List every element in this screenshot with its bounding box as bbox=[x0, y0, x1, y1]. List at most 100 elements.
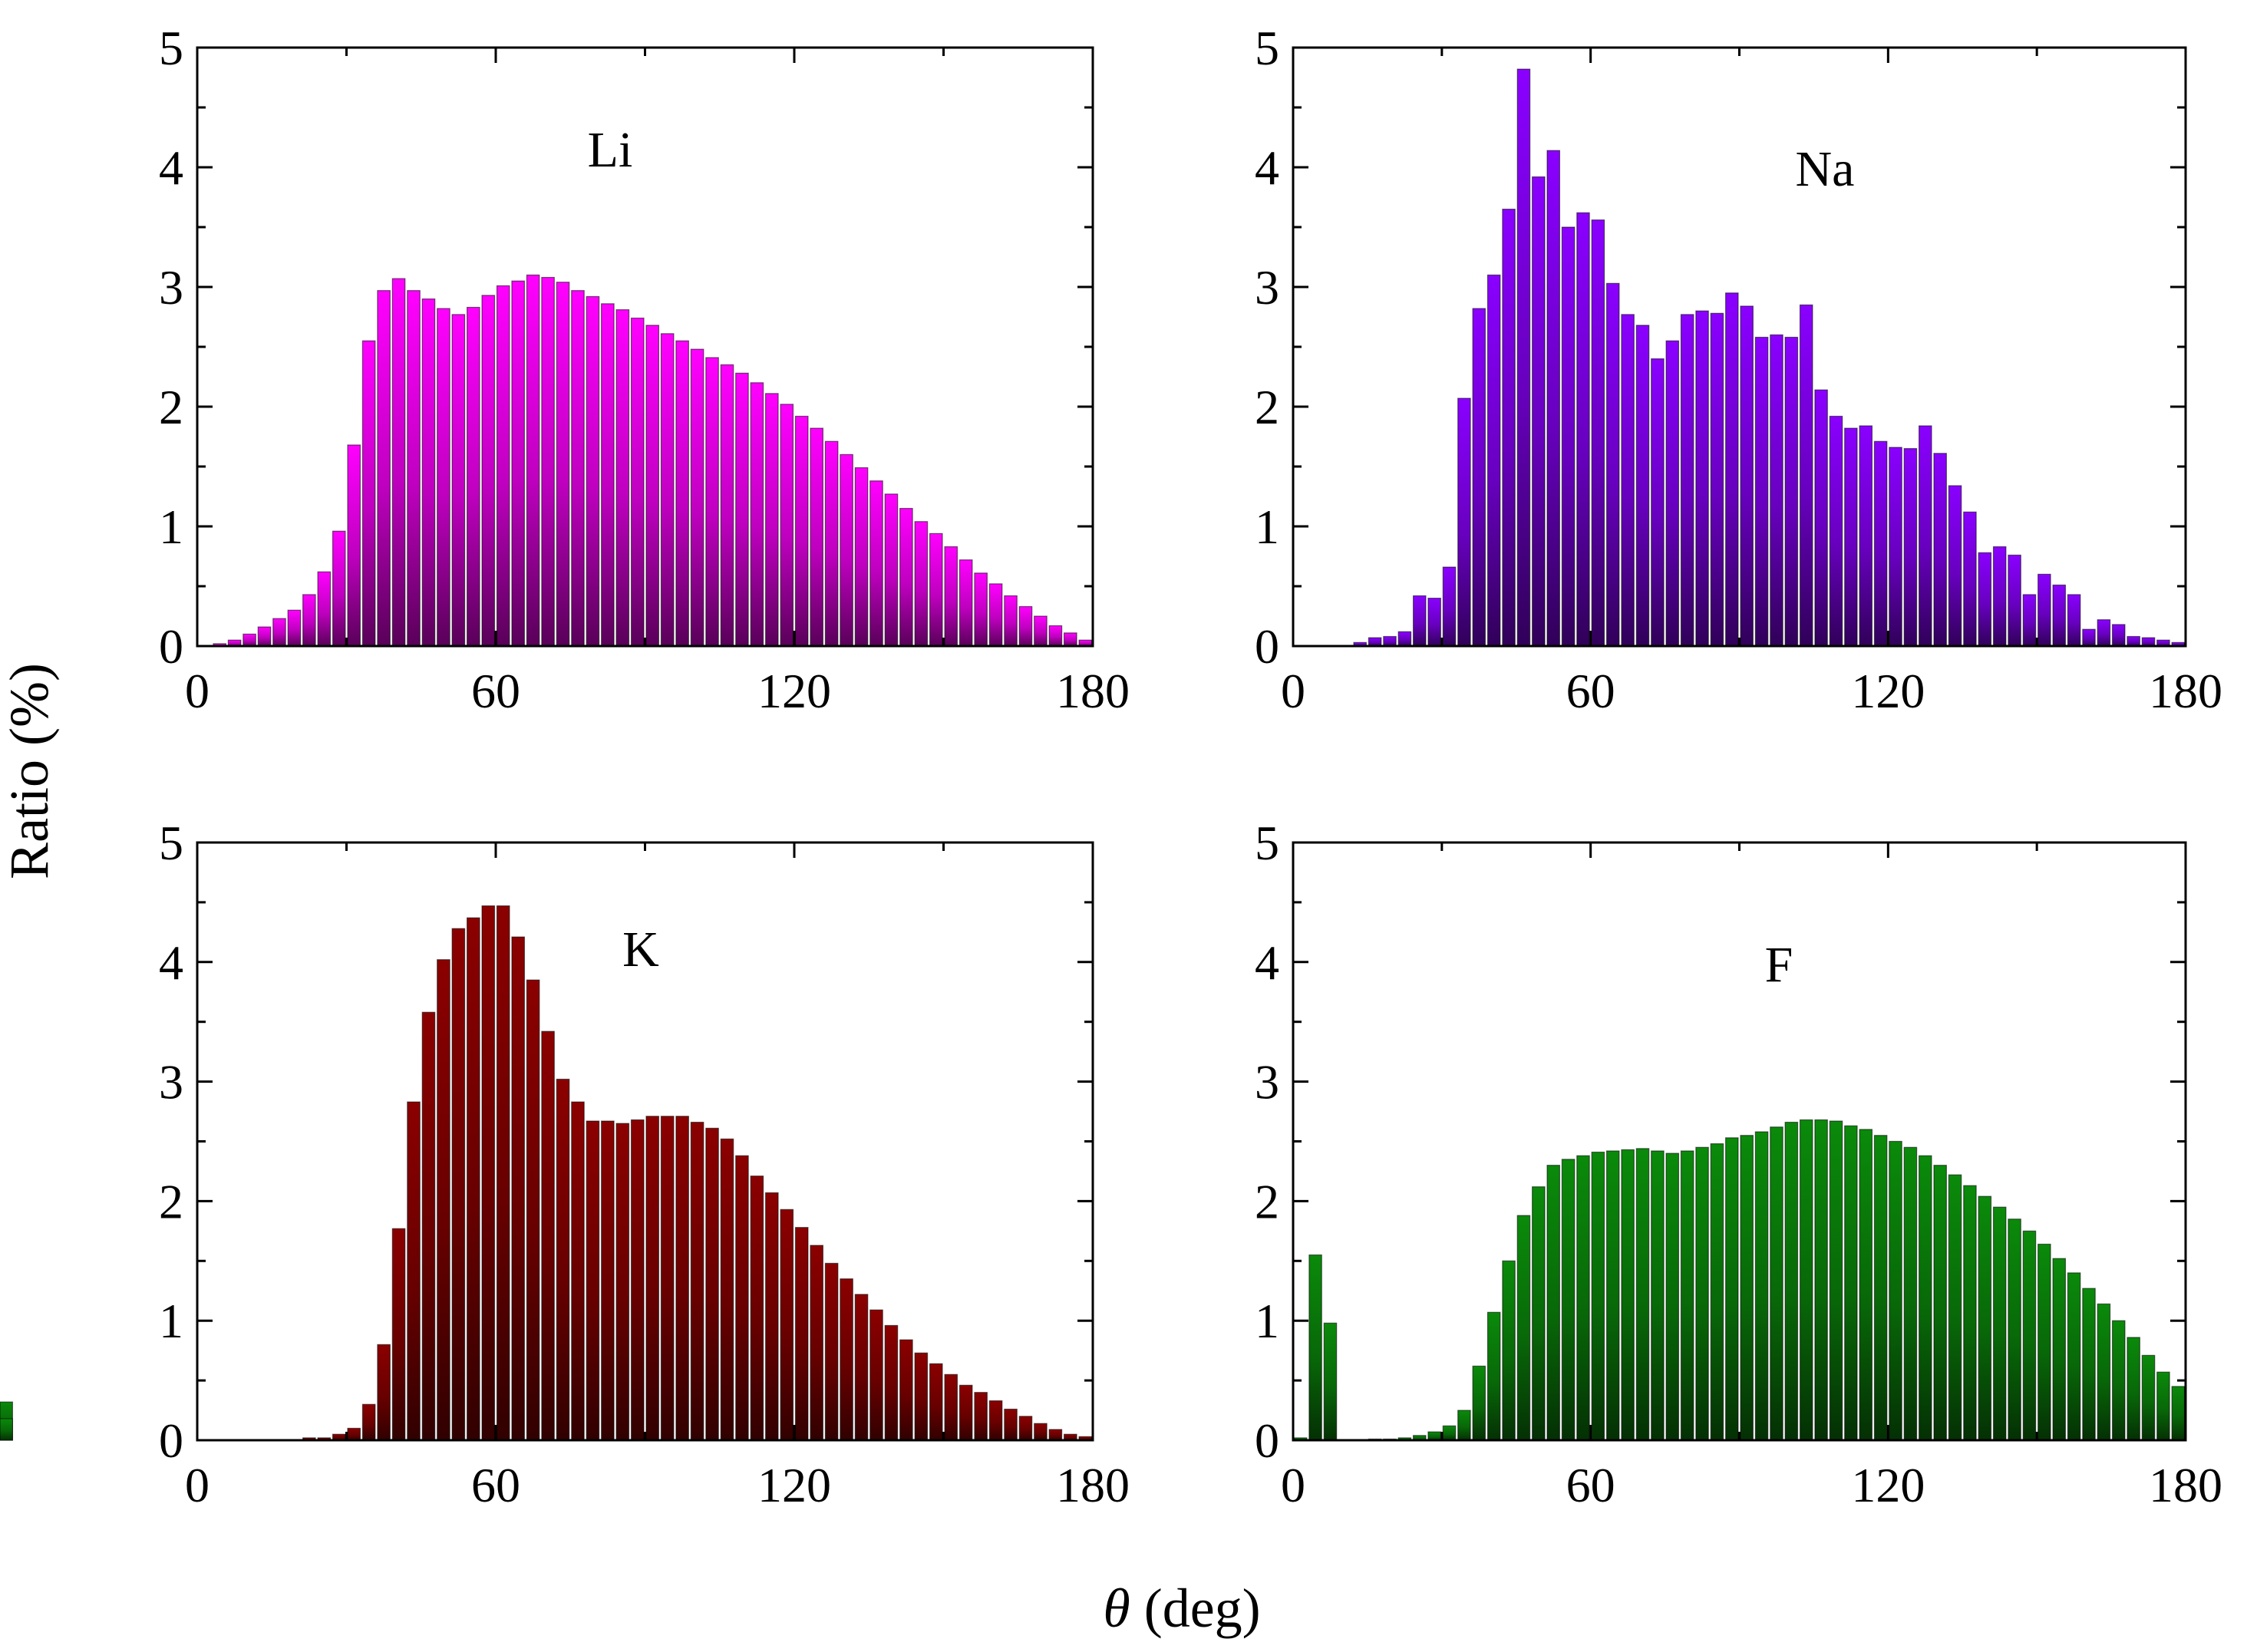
bar-li-45 bbox=[870, 481, 883, 646]
bar-li-58 bbox=[1064, 633, 1077, 646]
bar-k-24 bbox=[556, 1079, 569, 1440]
x-tick-label-k: 60 bbox=[471, 1458, 520, 1512]
bar-li-24 bbox=[556, 282, 569, 646]
bar-f-22 bbox=[1622, 1149, 1634, 1440]
bar-k-43 bbox=[840, 1279, 853, 1440]
bar-f-40 bbox=[1889, 1142, 1902, 1441]
bar-f-17 bbox=[1547, 1166, 1559, 1440]
bar-na-49 bbox=[2023, 595, 2035, 646]
bar-li-3 bbox=[243, 634, 256, 646]
bar-li-34 bbox=[706, 358, 718, 646]
bar-li-23 bbox=[542, 278, 554, 646]
y-tick-label-k: 3 bbox=[159, 1055, 183, 1110]
bar-f-61 bbox=[0, 1419, 12, 1440]
bar-k-12 bbox=[378, 1344, 390, 1440]
bar-li-46 bbox=[885, 494, 897, 646]
bar-k-14 bbox=[407, 1102, 420, 1440]
y-tick-label-na: 4 bbox=[1255, 140, 1279, 195]
bar-f-21 bbox=[1607, 1151, 1619, 1440]
bar-k-40 bbox=[796, 1228, 808, 1440]
bar-f-14 bbox=[1503, 1261, 1515, 1440]
bar-li-43 bbox=[840, 454, 853, 646]
bar-f-31 bbox=[1755, 1132, 1767, 1440]
x-tick-label-f: 180 bbox=[2149, 1458, 2222, 1512]
bar-na-19 bbox=[1577, 213, 1589, 646]
y-tick-label-k: 1 bbox=[159, 1294, 183, 1348]
bar-f-25 bbox=[1666, 1153, 1678, 1440]
bar-f-41 bbox=[1904, 1147, 1916, 1440]
bar-na-56 bbox=[2127, 637, 2140, 646]
y-tick-label-f: 2 bbox=[1255, 1174, 1279, 1228]
bar-k-33 bbox=[691, 1123, 703, 1440]
bar-f-9 bbox=[1428, 1432, 1440, 1440]
bar-li-40 bbox=[796, 416, 808, 646]
x-axis-unit: (deg) bbox=[1144, 1578, 1261, 1639]
bar-k-32 bbox=[676, 1116, 688, 1440]
bar-k-26 bbox=[586, 1121, 599, 1440]
bar-f-55 bbox=[2113, 1321, 2125, 1440]
bar-na-41 bbox=[1904, 449, 1916, 646]
bar-f-10 bbox=[1443, 1426, 1455, 1440]
bar-f-19 bbox=[1577, 1156, 1589, 1440]
bar-na-23 bbox=[1636, 325, 1648, 646]
bar-li-14 bbox=[407, 291, 420, 646]
bar-f-56 bbox=[2127, 1337, 2140, 1440]
bar-na-26 bbox=[1681, 315, 1693, 646]
y-tick-label-li: 3 bbox=[159, 260, 183, 315]
panel-label-na: Na bbox=[1796, 141, 1855, 197]
bar-li-31 bbox=[661, 334, 673, 646]
bar-f-27 bbox=[1696, 1147, 1708, 1440]
bar-li-47 bbox=[900, 509, 912, 646]
bar-k-34 bbox=[706, 1128, 718, 1440]
bar-f-47 bbox=[1994, 1207, 2006, 1440]
bar-li-26 bbox=[586, 296, 599, 646]
bar-na-28 bbox=[1711, 313, 1723, 646]
bar-li-19 bbox=[482, 295, 494, 646]
bar-na-22 bbox=[1622, 315, 1634, 646]
x-tick-label-f: 0 bbox=[1281, 1458, 1305, 1512]
bar-f-57 bbox=[2142, 1355, 2154, 1440]
bar-na-20 bbox=[1592, 220, 1604, 646]
bar-li-10 bbox=[348, 445, 360, 646]
bar-na-45 bbox=[1964, 512, 1976, 646]
bar-li-36 bbox=[736, 373, 748, 646]
x-tick-label-li: 180 bbox=[1056, 664, 1130, 718]
y-tick-label-li: 2 bbox=[159, 380, 183, 434]
bar-f-29 bbox=[1726, 1138, 1738, 1440]
bar-na-18 bbox=[1562, 227, 1574, 646]
bar-li-35 bbox=[721, 364, 733, 646]
bar-f-46 bbox=[1978, 1196, 1991, 1440]
bar-f-16 bbox=[1533, 1187, 1545, 1440]
y-tick-label-f: 1 bbox=[1255, 1294, 1279, 1348]
y-tick-label-f: 4 bbox=[1255, 935, 1279, 990]
bar-k-55 bbox=[1019, 1416, 1031, 1440]
bar-na-11 bbox=[1458, 398, 1470, 646]
x-axis-title: θ (deg) bbox=[1103, 1578, 1260, 1639]
bar-k-42 bbox=[825, 1263, 837, 1440]
bar-na-30 bbox=[1741, 306, 1753, 646]
bar-f-18 bbox=[1562, 1159, 1574, 1440]
x-tick-label-na: 180 bbox=[2149, 664, 2222, 718]
x-tick-label-li: 0 bbox=[185, 664, 210, 718]
x-axis-symbol: θ bbox=[1103, 1578, 1130, 1639]
bar-li-57 bbox=[1049, 625, 1061, 646]
bar-li-30 bbox=[646, 325, 658, 646]
bar-li-32 bbox=[676, 341, 688, 646]
bar-na-10 bbox=[1443, 567, 1455, 646]
bar-k-29 bbox=[632, 1119, 644, 1440]
bar-k-27 bbox=[602, 1121, 614, 1440]
bar-k-56 bbox=[1034, 1423, 1047, 1440]
panel-f: 0 60 120 180012345F bbox=[0, 816, 2222, 1512]
bar-li-25 bbox=[572, 291, 584, 646]
figure: Ratio (%) θ (deg) 0 60 120 180012345Li0 60 12… bbox=[0, 0, 2247, 1652]
bar-f-59 bbox=[2172, 1387, 2184, 1440]
bar-li-50 bbox=[945, 547, 957, 646]
bar-f-26 bbox=[1681, 1151, 1693, 1440]
bar-k-57 bbox=[1049, 1429, 1061, 1440]
bar-k-38 bbox=[766, 1192, 778, 1440]
y-tick-label-k: 0 bbox=[159, 1413, 183, 1468]
bar-k-47 bbox=[900, 1340, 912, 1440]
bar-li-51 bbox=[959, 560, 972, 646]
bar-na-15 bbox=[1517, 69, 1529, 646]
bar-k-10 bbox=[348, 1428, 360, 1440]
